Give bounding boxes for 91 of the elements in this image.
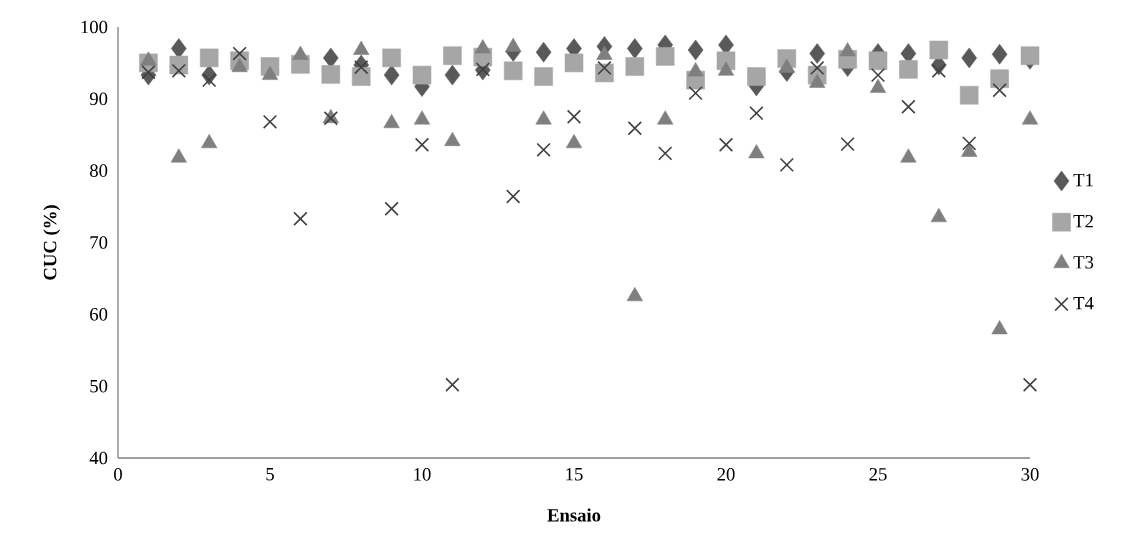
point: [962, 136, 977, 151]
point: [657, 110, 674, 125]
point: [170, 148, 187, 163]
point: [443, 46, 462, 65]
legend-label: T4: [1073, 297, 1094, 310]
x-tick-label: 30: [1021, 468, 1039, 481]
point: [961, 47, 977, 69]
point: [1022, 377, 1038, 392]
point: [412, 65, 432, 85]
point: [321, 65, 341, 84]
point: [930, 208, 947, 223]
point: [534, 67, 553, 86]
point: [749, 106, 764, 121]
point: [565, 134, 583, 149]
point: [597, 60, 612, 76]
point: [870, 67, 886, 83]
point: [351, 67, 371, 86]
legend-label: T2: [1073, 214, 1093, 228]
point: [474, 39, 491, 54]
point: [658, 146, 673, 161]
point: [809, 43, 825, 64]
y-tick-label: 40: [89, 451, 108, 465]
point: [625, 57, 645, 76]
y-tick-label: 90: [89, 92, 108, 106]
point: [535, 41, 552, 63]
point: [503, 61, 523, 81]
point: [718, 137, 734, 152]
point: [1021, 110, 1039, 125]
point: [414, 137, 430, 152]
y-axis-title: CUC (%): [43, 205, 61, 280]
point: [564, 53, 584, 73]
point: [354, 60, 369, 75]
x-tick-label: 0: [114, 468, 122, 481]
point: [626, 287, 643, 302]
point: [687, 62, 704, 77]
point: [535, 110, 552, 125]
x-tick-label: 20: [717, 468, 735, 481]
point: [445, 377, 460, 392]
point: [810, 60, 825, 76]
point: [655, 47, 675, 66]
point: [627, 121, 642, 136]
point: [413, 110, 431, 125]
point: [991, 44, 1008, 65]
point: [687, 39, 704, 61]
y-tick-label: 60: [90, 308, 108, 321]
legend-label: T1: [1073, 173, 1093, 187]
point: [688, 85, 703, 101]
point: [748, 144, 765, 159]
point: [961, 142, 978, 157]
point: [506, 189, 521, 204]
y-tick-label: 70: [90, 236, 108, 249]
point: [991, 320, 1008, 335]
point: [262, 114, 278, 129]
point: [839, 42, 856, 57]
point: [202, 72, 217, 88]
point: [747, 67, 766, 86]
legend-label: T3: [1073, 256, 1094, 269]
point: [900, 148, 917, 163]
point: [383, 113, 400, 129]
point: [199, 48, 219, 68]
point: [384, 201, 399, 216]
point: [959, 85, 979, 105]
point: [141, 65, 156, 80]
point: [990, 69, 1009, 88]
point: [840, 136, 855, 152]
y-tick-label: 50: [90, 379, 108, 393]
point: [171, 63, 186, 78]
point: [232, 46, 247, 61]
x-tick-label: 10: [414, 468, 431, 481]
point: [627, 38, 643, 59]
y-tick-label: 100: [81, 20, 108, 34]
x-tick-label: 5: [266, 468, 274, 481]
point: [931, 63, 946, 78]
point: [1020, 46, 1040, 65]
point: [899, 60, 918, 79]
point: [566, 109, 582, 124]
x-axis-title: Ensaio: [547, 508, 601, 522]
x-tick-label: 25: [869, 468, 887, 481]
point: [201, 134, 218, 149]
point: [475, 62, 490, 77]
point: [382, 48, 401, 68]
point: [992, 83, 1007, 98]
point: [444, 64, 461, 86]
y-tick-label: 80: [90, 164, 108, 177]
point: [929, 40, 949, 60]
point: [868, 51, 888, 71]
point: [901, 99, 916, 114]
x-tick-label: 15: [566, 468, 583, 481]
point: [293, 211, 308, 226]
point: [536, 142, 551, 157]
point: [779, 157, 794, 173]
